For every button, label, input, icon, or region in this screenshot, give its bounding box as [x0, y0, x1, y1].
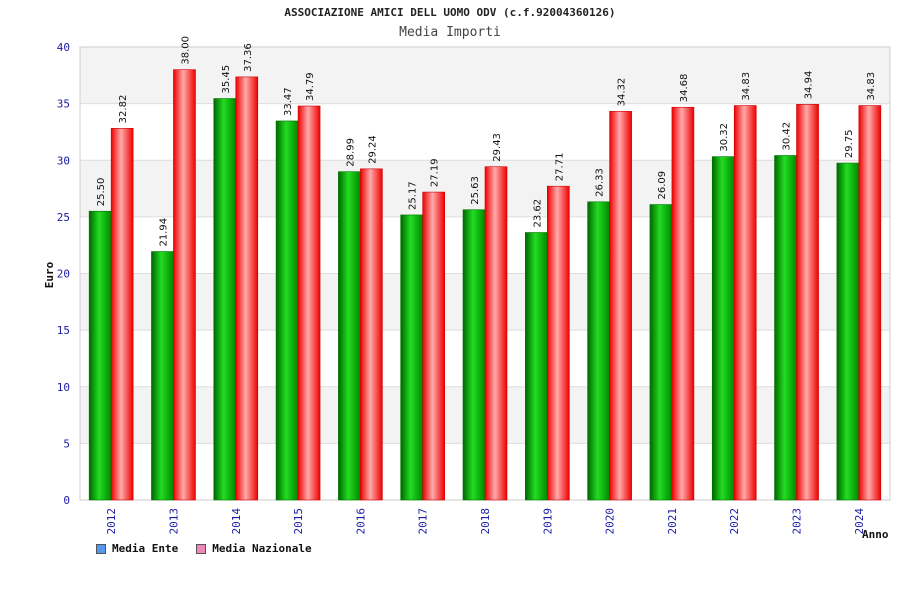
y-tick-label: 10 — [57, 381, 70, 394]
x-tick-label: 2018 — [479, 508, 492, 535]
chart-subtitle: Media Importi — [399, 25, 501, 40]
data-label: 25.17 — [408, 181, 419, 210]
y-tick-label: 40 — [57, 41, 70, 54]
x-tick-label: 2016 — [354, 508, 367, 535]
bar — [671, 106, 695, 501]
data-label: 30.42 — [782, 122, 793, 151]
x-tick-label: 2024 — [853, 508, 866, 535]
data-label: 25.63 — [470, 176, 481, 205]
legend-swatch — [196, 543, 207, 554]
bar — [733, 105, 757, 501]
bar — [484, 166, 508, 501]
bar — [649, 204, 673, 501]
bar — [275, 120, 299, 501]
data-label: 37.36 — [243, 43, 254, 72]
legend-swatch — [96, 543, 106, 554]
x-axis-label: Anno — [862, 528, 889, 541]
legend-label: Media Ente — [112, 542, 179, 555]
y-tick-label: 15 — [57, 324, 70, 337]
x-tick-label: 2023 — [791, 508, 804, 535]
data-label: 34.32 — [617, 78, 628, 107]
y-tick-label: 5 — [63, 437, 70, 450]
bar — [173, 69, 196, 501]
y-tick-label: 20 — [57, 268, 70, 281]
bar — [297, 105, 321, 501]
data-label: 27.19 — [430, 158, 441, 187]
data-label: 25.50 — [96, 178, 107, 207]
data-label: 34.94 — [804, 71, 815, 100]
data-label: 32.82 — [118, 95, 129, 124]
chart-title: ASSOCIAZIONE AMICI DELL UOMO ODV (c.f.92… — [284, 6, 616, 19]
data-label: 26.33 — [595, 168, 606, 197]
bar — [547, 185, 570, 501]
bars — [88, 69, 882, 501]
x-tick-label: 2019 — [541, 508, 554, 535]
x-tick-label: 2014 — [230, 508, 243, 535]
bar — [110, 128, 134, 501]
data-label: 35.45 — [221, 65, 232, 94]
y-tick-label: 35 — [57, 98, 70, 111]
bar — [235, 76, 259, 501]
legend-item-media-ente: Media Ente — [96, 542, 178, 555]
legend-item-media-nazionale: Media Nazionale — [196, 542, 312, 555]
y-tick-label: 25 — [57, 211, 70, 224]
x-tick-label: 2012 — [105, 508, 118, 535]
data-label: 29.75 — [844, 129, 855, 158]
data-label: 34.79 — [305, 72, 316, 101]
data-labels: 25.50 32.82 21.94 38.00 35.45 37.36 33.47 34.79… — [96, 36, 877, 247]
data-label: 34.68 — [679, 74, 690, 103]
bar — [858, 105, 882, 501]
bar — [525, 232, 548, 501]
x-tick-label: 2013 — [167, 508, 180, 535]
data-label: 33.47 — [283, 87, 294, 116]
data-label: 26.09 — [657, 171, 668, 200]
x-tick-label: 2020 — [604, 508, 617, 535]
bar — [587, 201, 610, 501]
data-label: 34.83 — [866, 72, 877, 101]
bar — [422, 191, 445, 501]
legend-label: Media Nazionale — [212, 542, 312, 555]
x-tick-label: 2022 — [728, 508, 741, 535]
data-label: 30.32 — [719, 123, 730, 152]
bar — [796, 104, 819, 501]
bar — [774, 155, 797, 501]
grid-band — [80, 47, 890, 104]
bar — [338, 171, 361, 501]
y-axis-label: Euro — [43, 261, 56, 288]
data-label: 34.83 — [741, 72, 752, 101]
data-label: 29.43 — [492, 133, 503, 162]
bar — [462, 209, 486, 501]
data-label: 29.24 — [367, 135, 378, 164]
x-tick-label: 2015 — [292, 508, 305, 535]
data-label: 21.94 — [158, 218, 169, 247]
x-tick-label: 2017 — [417, 508, 430, 535]
x-tick-label: 2021 — [666, 508, 679, 535]
bar — [151, 251, 174, 501]
data-label: 23.62 — [532, 199, 543, 228]
data-label: 27.71 — [554, 153, 565, 182]
bar — [711, 156, 735, 501]
legend: Media Ente Media Nazionale — [96, 542, 312, 555]
bar — [400, 214, 423, 501]
data-label: 38.00 — [180, 36, 191, 65]
y-tick-label: 0 — [63, 494, 70, 507]
bar — [88, 210, 112, 501]
bar — [213, 98, 237, 501]
bar — [609, 111, 632, 501]
y-tick-label: 30 — [57, 154, 70, 167]
bar — [836, 162, 860, 501]
data-label: 28.99 — [345, 138, 356, 167]
bar — [360, 168, 383, 501]
